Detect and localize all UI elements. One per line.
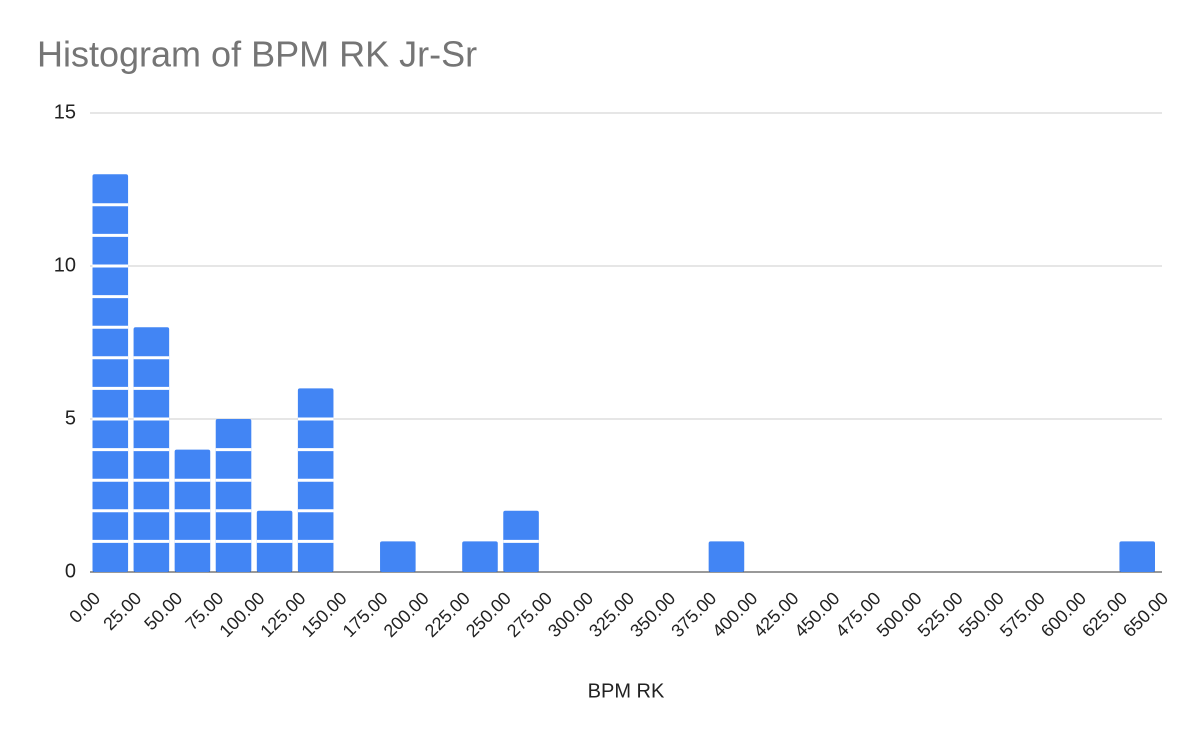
x-axis-label: BPM RK <box>588 680 665 702</box>
y-tick-label: 15 <box>54 101 76 123</box>
x-tick-label: 625.00 <box>1078 588 1131 641</box>
y-tick-label: 5 <box>65 407 76 429</box>
x-tick-label: 200.00 <box>380 588 433 641</box>
x-tick-label: 0.00 <box>65 588 104 627</box>
y-tick-label: 10 <box>54 254 76 276</box>
x-tick-label: 425.00 <box>749 588 802 641</box>
x-tick-label: 350.00 <box>626 588 679 641</box>
x-tick-label: 650.00 <box>1119 588 1172 641</box>
bar <box>462 541 498 572</box>
x-tick-label: 400.00 <box>708 588 761 641</box>
bar <box>92 174 129 572</box>
x-tick-label: 25.00 <box>99 588 145 634</box>
x-tick-label: 300.00 <box>544 588 597 641</box>
x-tick-label: 225.00 <box>421 588 474 641</box>
x-tick-label: 475.00 <box>832 588 885 641</box>
x-tick-label: 500.00 <box>873 588 926 641</box>
x-tick-label: 125.00 <box>256 588 309 641</box>
x-tick-label: 100.00 <box>215 588 268 641</box>
bar <box>380 541 416 572</box>
x-tick-label: 325.00 <box>585 588 638 641</box>
bar <box>1119 541 1155 572</box>
bar <box>215 419 252 572</box>
x-tick-label: 375.00 <box>667 588 720 641</box>
bar <box>708 541 745 572</box>
y-tick-label: 0 <box>65 560 76 582</box>
x-tick-label: 175.00 <box>339 588 392 641</box>
x-tick-label: 550.00 <box>955 588 1008 641</box>
x-tick-label: 575.00 <box>996 588 1049 641</box>
x-tick-label: 150.00 <box>298 588 351 641</box>
x-tick-label: 450.00 <box>790 588 843 641</box>
x-tick-label: 275.00 <box>503 588 556 641</box>
x-tick-label: 525.00 <box>914 588 967 641</box>
chart-title: Histogram of BPM RK Jr-Sr <box>37 34 477 75</box>
x-tick-label: 50.00 <box>140 588 186 634</box>
x-tick-label: 250.00 <box>462 588 515 641</box>
x-tick-label: 600.00 <box>1037 588 1090 641</box>
